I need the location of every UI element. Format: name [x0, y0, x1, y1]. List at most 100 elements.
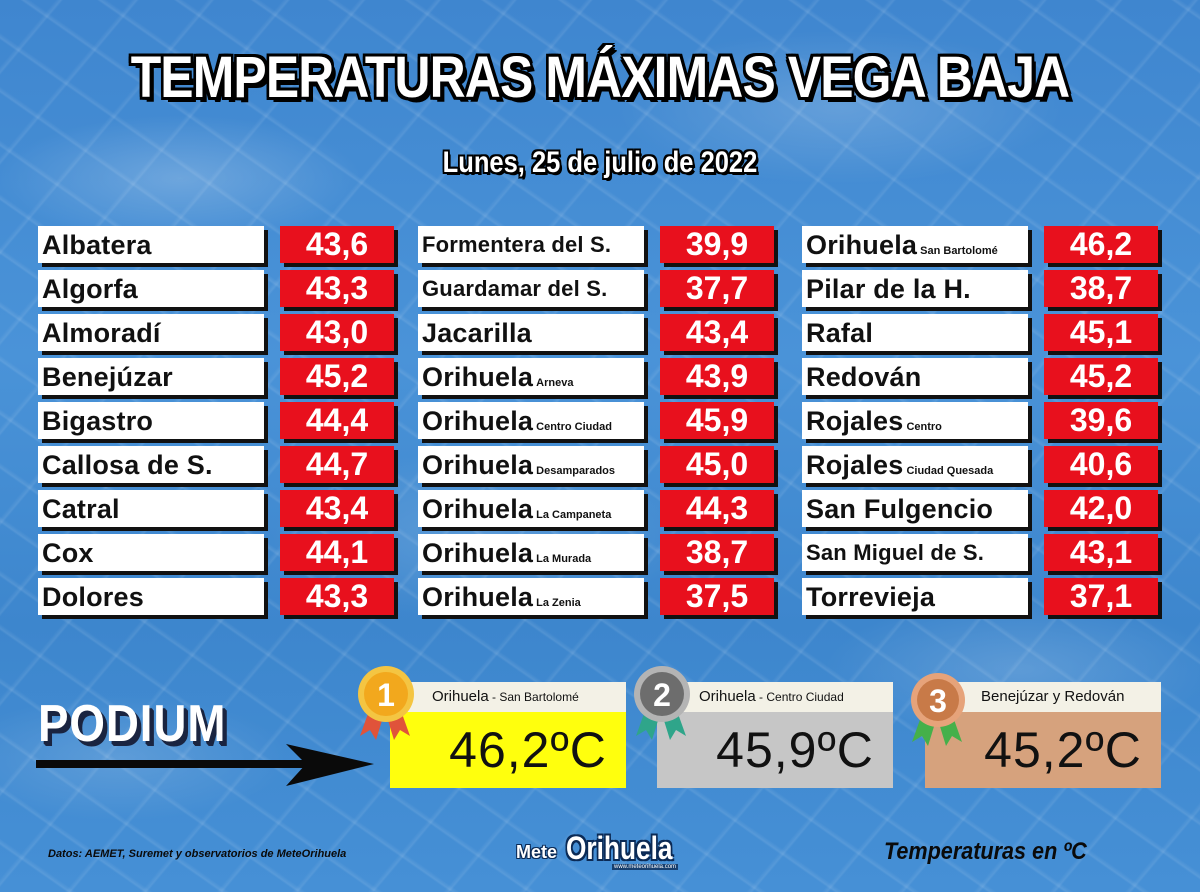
location-label: San Miguel de S.	[806, 540, 985, 565]
meteorihuela-logo: Mete Orihuela www.meteorihuela.com	[516, 828, 696, 876]
location-sublabel: Centro	[906, 421, 942, 433]
location-label: Cox	[42, 538, 94, 568]
gold-medal-icon: 1	[358, 666, 414, 740]
location-sublabel: Desamparados	[536, 465, 616, 477]
svg-text:2: 2	[653, 677, 671, 713]
location-label: Jacarilla	[422, 318, 532, 348]
podium-location: Orihuela - Centro Ciudad	[657, 682, 893, 712]
location-sublabel: Arneva	[536, 377, 574, 389]
location-label: Redován	[806, 362, 922, 392]
location-label: Rojales	[806, 406, 904, 436]
table-row: Dolores 43,3	[38, 578, 398, 622]
location-name: San Miguel de S.	[802, 534, 1028, 571]
temperature-value: 45,0	[660, 446, 774, 483]
table-row: Formentera del S. 39,9	[418, 226, 778, 270]
page-title: TEMPERATURAS MÁXIMAS VEGA BAJA	[130, 45, 1070, 110]
temperature-value: 43,3	[280, 270, 394, 307]
temperature-value: 44,1	[280, 534, 394, 571]
podium-location: Orihuela - San Bartolomé	[390, 682, 626, 712]
location-name: Orihuela Desamparados	[418, 446, 644, 483]
logo-text-orihuela: Orihuela	[566, 830, 673, 866]
table-row: Callosa de S. 44,7	[38, 446, 398, 490]
location-name: Bigastro	[38, 402, 264, 439]
location-name: Orihuela La Zenia	[418, 578, 644, 615]
location-label: Orihuela	[422, 494, 534, 524]
location-label: Orihuela	[432, 688, 489, 705]
location-label: Orihuela	[422, 582, 534, 612]
temperature-value: 40,6	[1044, 446, 1158, 483]
table-row: Orihuela Desamparados 45,0	[418, 446, 778, 490]
location-label: Rojales	[806, 450, 904, 480]
temperature-value: 43,3	[280, 578, 394, 615]
location-label: Orihuela	[806, 230, 918, 260]
temperature-value: 43,9	[660, 358, 774, 395]
location-label: San Fulgencio	[806, 494, 994, 524]
table-row: San Fulgencio 42,0	[802, 490, 1162, 534]
svg-text:3: 3	[929, 683, 947, 719]
location-label: Bigastro	[42, 406, 154, 436]
location-name: Albatera	[38, 226, 264, 263]
location-label: Torrevieja	[806, 582, 936, 612]
table-row: Orihuela Centro Ciudad 45,9	[418, 402, 778, 446]
location-label: Algorfa	[42, 274, 138, 304]
table-row: Orihuela San Bartolomé 46,2	[802, 226, 1162, 270]
podium-temperature: 45,2ºC	[925, 712, 1161, 788]
location-label: Benejúzar	[42, 362, 173, 392]
table-row: Orihuela La Campaneta 44,3	[418, 490, 778, 534]
arrow-right-icon	[36, 744, 374, 786]
location-sublabel: La Zenia	[536, 597, 581, 609]
location-name: Jacarilla	[418, 314, 644, 351]
table-row: Albatera 43,6	[38, 226, 398, 270]
temperature-column-3: Orihuela San Bartolomé 46,2 Pilar de la H.…	[802, 226, 1162, 622]
podium-third-place: Benejúzar y Redován 45,2ºC	[925, 680, 1161, 788]
location-name: Orihuela Arneva	[418, 358, 644, 395]
table-row: Jacarilla 43,4	[418, 314, 778, 358]
location-name: Formentera del S.	[418, 226, 644, 263]
location-label: Orihuela	[422, 362, 534, 392]
logo-url: www.meteorihuela.com	[612, 864, 679, 870]
temperature-value: 42,0	[1044, 490, 1158, 527]
table-row: Benejúzar 45,2	[38, 358, 398, 402]
location-label: Orihuela	[699, 688, 756, 705]
location-sublabel: La Campaneta	[536, 509, 612, 521]
units-note: Temperaturas en ºC	[884, 838, 1087, 865]
location-label: Albatera	[42, 230, 152, 260]
temperature-value: 43,1	[1044, 534, 1158, 571]
table-row: Rojales Centro 39,6	[802, 402, 1162, 446]
temperature-value: 44,3	[660, 490, 774, 527]
location-label: Pilar de la H.	[806, 274, 971, 304]
location-label: Dolores	[42, 582, 144, 612]
location-name: San Fulgencio	[802, 490, 1028, 527]
location-label: Orihuela	[422, 406, 534, 436]
location-sublabel: - San Bartolomé	[488, 690, 579, 704]
temperature-value: 46,2	[1044, 226, 1158, 263]
location-sublabel: San Bartolomé	[920, 245, 998, 257]
temperature-value: 45,2	[280, 358, 394, 395]
temperature-value: 39,6	[1044, 402, 1158, 439]
location-label: Orihuela	[422, 450, 534, 480]
podium-temperature: 46,2ºC	[390, 712, 626, 788]
location-sublabel: La Murada	[536, 553, 592, 565]
table-row: Rojales Ciudad Quesada 40,6	[802, 446, 1162, 490]
table-row: Rafal 45,1	[802, 314, 1162, 358]
location-name: Rojales Centro	[802, 402, 1028, 439]
podium-second-place: Orihuela - Centro Ciudad 45,9ºC	[657, 680, 893, 788]
location-name: Redován	[802, 358, 1028, 395]
table-row: Guardamar del S. 37,7	[418, 270, 778, 314]
temperature-value: 38,7	[660, 534, 774, 571]
temperature-value: 37,5	[660, 578, 774, 615]
table-row: San Miguel de S. 43,1	[802, 534, 1162, 578]
podium-heading: PODIUM	[38, 695, 227, 753]
table-row: Pilar de la H. 38,7	[802, 270, 1162, 314]
table-row: Torrevieja 37,1	[802, 578, 1162, 622]
podium-temperature: 45,9ºC	[657, 712, 893, 788]
location-name: Guardamar del S.	[418, 270, 644, 307]
location-name: Torrevieja	[802, 578, 1028, 615]
temperature-value: 45,2	[1044, 358, 1158, 395]
table-row: Cox 44,1	[38, 534, 398, 578]
location-name: Cox	[38, 534, 264, 571]
location-label: Orihuela	[422, 538, 534, 568]
temperature-column-1: Albatera 43,6 Algorfa 43,3 Almoradí 43,0 Be…	[38, 226, 398, 622]
silver-medal-icon: 2	[634, 666, 690, 740]
location-name: Orihuela La Murada	[418, 534, 644, 571]
